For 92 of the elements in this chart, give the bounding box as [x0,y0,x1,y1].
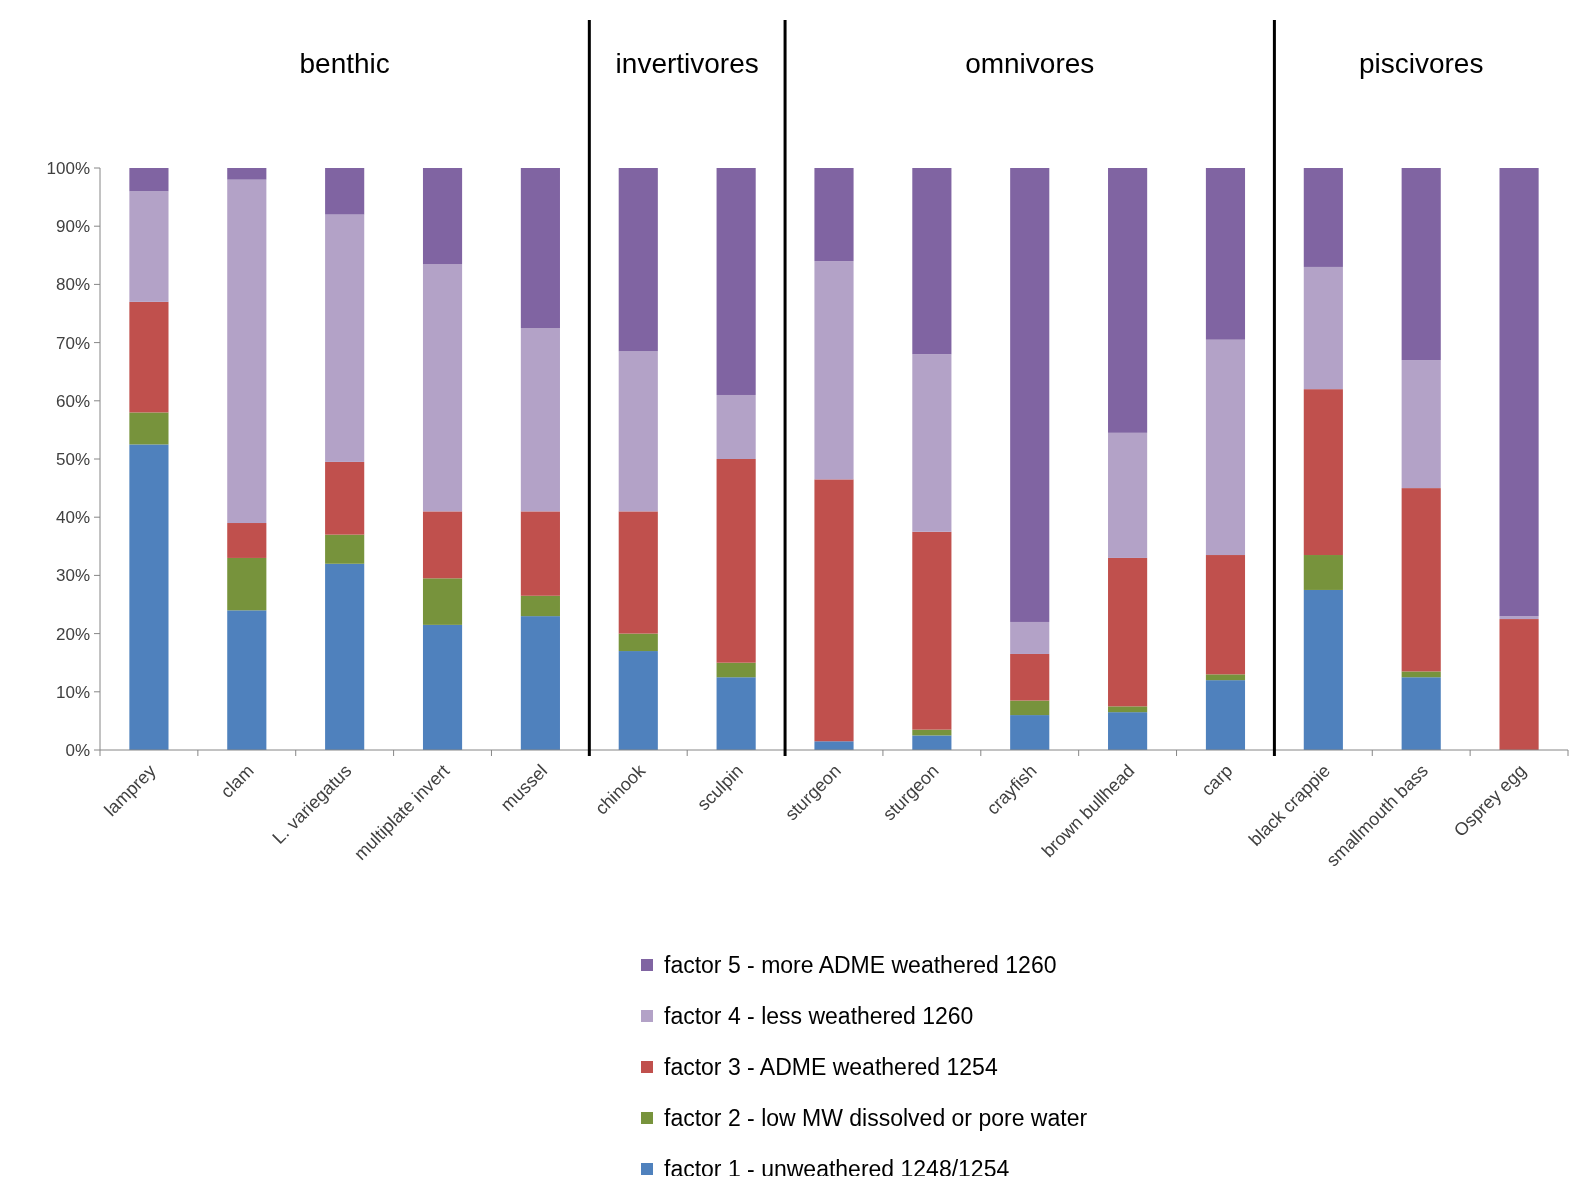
bar [1499,619,1539,750]
bar [1108,432,1148,558]
bar [1401,360,1441,489]
bar [716,459,756,663]
y-tick-label: 80% [55,275,90,295]
text: invertivores [615,48,759,79]
bar [325,534,365,564]
bar [129,412,169,445]
legend-label: factor 3 - ADME weathered 1254 [664,1054,998,1081]
bar [1303,589,1343,750]
bar [1010,700,1050,716]
legend-label: factor 5 - more ADME weathered 1260 [664,952,1057,979]
y-tick-label: 50% [55,449,90,469]
bar [1303,266,1343,390]
y-tick-label: 60% [55,391,90,411]
bar [912,168,952,355]
bar [227,179,267,524]
bar [520,168,560,329]
y-tick-label: 20% [55,624,90,644]
legend-label: factor 2 - low MW dissolved or pore water [664,1105,1088,1132]
bar [618,651,658,750]
x-tick-label: clam [216,760,258,802]
bar [814,479,854,742]
bar [618,511,658,634]
bar [1303,389,1343,556]
bar [1108,557,1148,707]
bar [1108,168,1148,433]
bar [814,741,854,750]
bar [422,624,463,750]
bar [1401,671,1441,678]
bar [1401,677,1441,750]
bar [325,214,365,462]
bar [325,461,365,535]
bar [1499,168,1539,617]
bar [520,616,560,750]
bar [325,563,365,750]
bar [716,168,756,395]
bar [716,662,756,678]
bar [1499,616,1539,620]
bar [1010,715,1050,750]
bar [1303,555,1343,590]
bar [129,168,169,192]
bar [912,735,952,750]
bar [1303,168,1343,267]
bar [422,511,463,579]
bar [618,351,658,512]
bar [716,394,756,459]
bar [129,191,169,302]
bar [227,523,267,558]
bar [129,301,169,413]
bar [1108,706,1148,713]
y-tick-label: 70% [55,333,90,353]
bar [618,633,658,652]
bar [1108,712,1148,750]
bar [325,168,365,215]
text: benthic [299,48,390,79]
bar [814,261,854,480]
bar [422,578,463,625]
bar [227,610,267,750]
bar [716,677,756,750]
bar [422,264,463,512]
y-tick-label: 40% [55,508,90,528]
bar [520,328,560,512]
bar [912,531,952,730]
y-tick-label: 90% [55,217,90,237]
y-tick-label: 0% [65,740,90,760]
bar [1401,488,1441,672]
y-tick-label: 100% [46,158,90,178]
bar [1401,168,1441,361]
bar [1205,555,1246,675]
bar [912,354,952,532]
bar [814,168,854,262]
text: piscivores [1358,48,1484,79]
bar [227,557,267,611]
bar [422,168,463,265]
bar [1205,168,1246,340]
bar [618,168,658,352]
legend-label: factor 4 - less weathered 1260 [664,1003,974,1030]
bar [520,511,560,596]
bar [129,444,169,750]
bar [1010,621,1050,654]
bar [1205,680,1246,750]
bar [227,168,267,180]
text: omnivores [965,48,1095,79]
bar [1205,339,1246,556]
x-tick-label: carp [1197,760,1237,800]
bar [1205,674,1246,681]
y-tick-label: 10% [55,682,90,702]
bar [1010,168,1050,622]
bar [1010,653,1050,701]
bar [520,595,560,617]
y-tick-label: 30% [55,566,90,586]
